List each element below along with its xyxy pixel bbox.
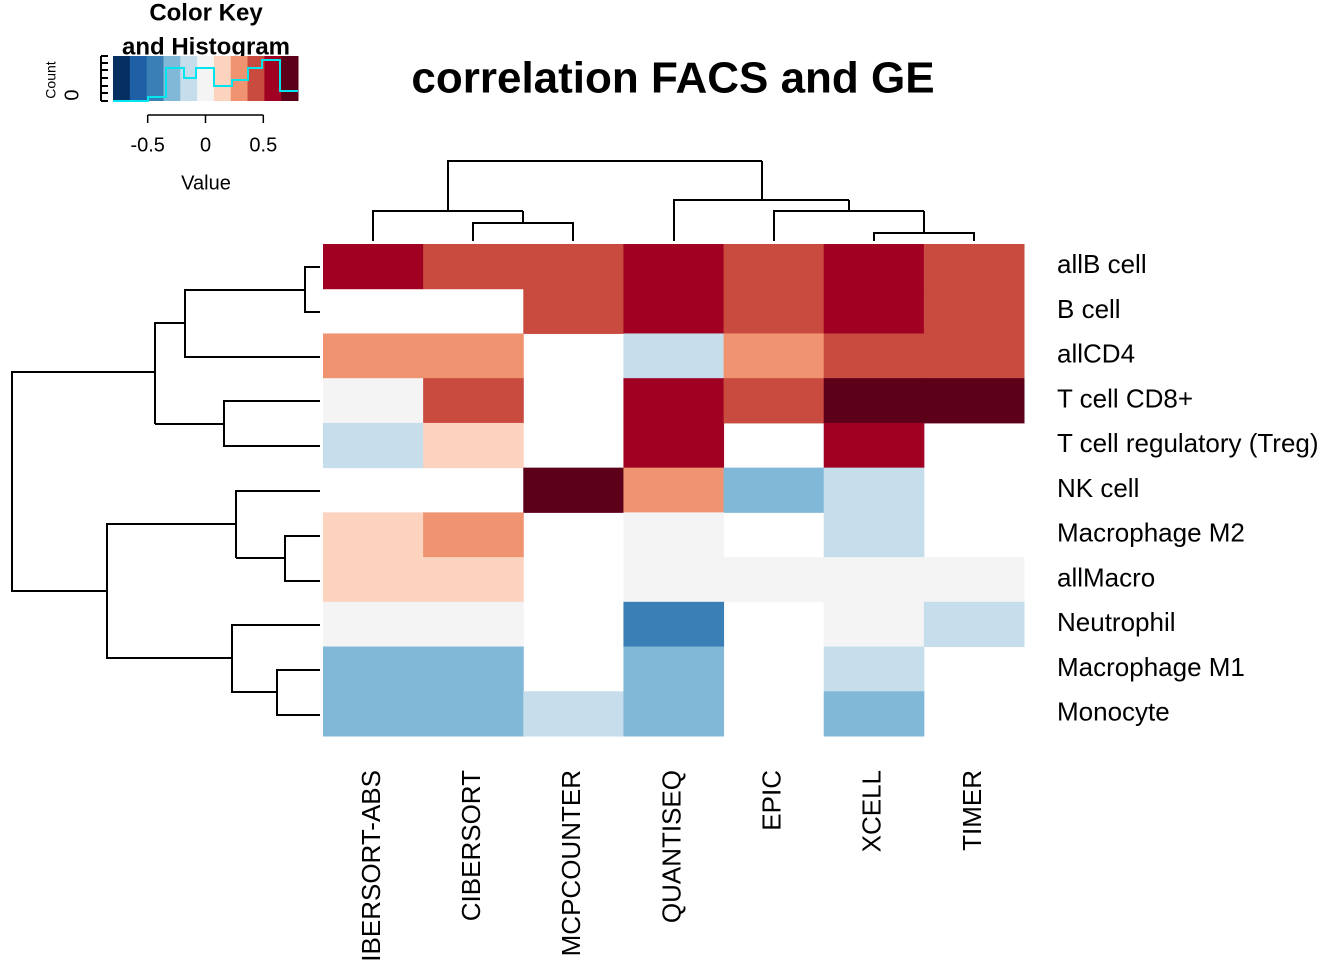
heatmap-cell [323,378,424,424]
key-title: Color Key [149,0,263,26]
heatmap-cell [623,601,725,648]
key-swatch [129,56,148,101]
column-label: XCELL [857,770,887,852]
heatmap-cell [823,601,925,648]
heatmap-cell [923,378,1025,424]
column-label: QUANTISEQ [656,770,686,923]
heatmap-cell [823,691,925,737]
heatmap-cell [823,244,925,290]
heatmap-cell [423,691,524,737]
heatmap-cell [723,333,825,379]
heatmap-cell [423,378,524,424]
heatmap-cell [823,557,925,603]
key-swatch [146,56,164,101]
heatmap-cell [823,333,925,379]
heatmap-cell [823,378,925,424]
heatmap-cell [323,512,424,558]
heatmap-cell [823,288,925,334]
key-histogram [113,59,298,102]
heatmap-cell [623,557,725,603]
heatmap-cell [423,557,524,603]
heatmap-cell [923,288,1025,334]
heatmap-cell [723,467,825,513]
chart-title: correlation FACS and GE [411,54,934,103]
heatmap-cell [623,378,725,424]
heatmap-cell [623,333,725,379]
heatmap-cell [623,512,725,558]
column-dendrogram [372,160,975,241]
key-swatch [197,56,215,101]
row-label: Macrophage M1 [1057,652,1245,682]
row-label: NK cell [1057,473,1139,503]
key-tick-label: 0.5 [249,134,277,156]
heatmap-cell [323,244,424,290]
heatmap-cell [723,378,825,424]
heatmap-cell [923,601,1025,648]
key-y-axis [100,55,108,102]
heatmap-cell [523,244,624,290]
key-y-label: Count [43,61,59,98]
row-label: allB cell [1057,249,1147,279]
column-label: TIMER [957,770,987,851]
heatmap-cell [723,288,825,334]
row-label: B cell [1057,294,1121,324]
heatmap-cell [523,467,624,513]
heatmap-cell [623,467,725,513]
heatmap-cell [423,333,524,379]
heatmap-cell [323,691,424,737]
heatmap-cell [423,422,524,469]
heatmap-cell [923,333,1025,379]
heatmap-cell [623,646,725,692]
heatmap-cell [623,288,725,334]
row-label: Monocyte [1057,697,1170,727]
key-swatch [281,56,299,101]
key-title: and Histogram [122,33,290,60]
heatmap-cell [623,244,725,290]
heatmap-cell [823,422,925,469]
heatmap-cell [323,333,424,379]
heatmap-cell [623,691,725,737]
column-label: MCPCOUNTER [556,770,586,956]
heatmap-cell [423,512,524,558]
key-swatch [213,56,232,101]
row-label: allMacro [1057,562,1155,592]
row-label: T cell regulatory (Treg) [1057,428,1319,458]
column-label: EPIC [757,770,787,831]
row-dendrogram [11,266,320,716]
key-swatch [230,56,249,101]
heatmap-cell [423,244,524,290]
heatmap-cell [323,646,424,692]
heatmap-cell [923,557,1025,603]
heatmap-cell [423,601,524,648]
heatmap-cell [823,512,925,558]
heatmap-cell [323,601,424,648]
row-label: allCD4 [1057,339,1135,369]
heatmap-cell [323,422,424,469]
heatmap-cell [723,244,825,290]
key-y-tick-label: 0 [61,89,83,100]
heatmap-cell [423,646,524,692]
heatmap-cell [823,646,925,692]
row-label: Macrophage M2 [1057,518,1245,548]
heatmap-cell [523,288,624,334]
column-label: CIBERSORT [456,770,486,921]
heatmap-cell [323,557,424,603]
heatmap-cell [623,422,725,469]
key-tick-label: 0 [200,134,211,156]
heatmap-cell [823,467,925,513]
heatmap-cell [723,557,825,603]
heatmap-cell [523,691,624,737]
key-swatch [113,56,131,101]
key-x-label: Value [181,172,231,194]
key-tick-label: -0.5 [130,134,164,156]
row-label: T cell CD8+ [1057,383,1193,413]
row-label: Neutrophil [1057,607,1176,637]
key-swatch [264,56,282,101]
column-label: CIBERSORT-ABS [356,770,386,960]
heatmap-cell [923,244,1025,290]
